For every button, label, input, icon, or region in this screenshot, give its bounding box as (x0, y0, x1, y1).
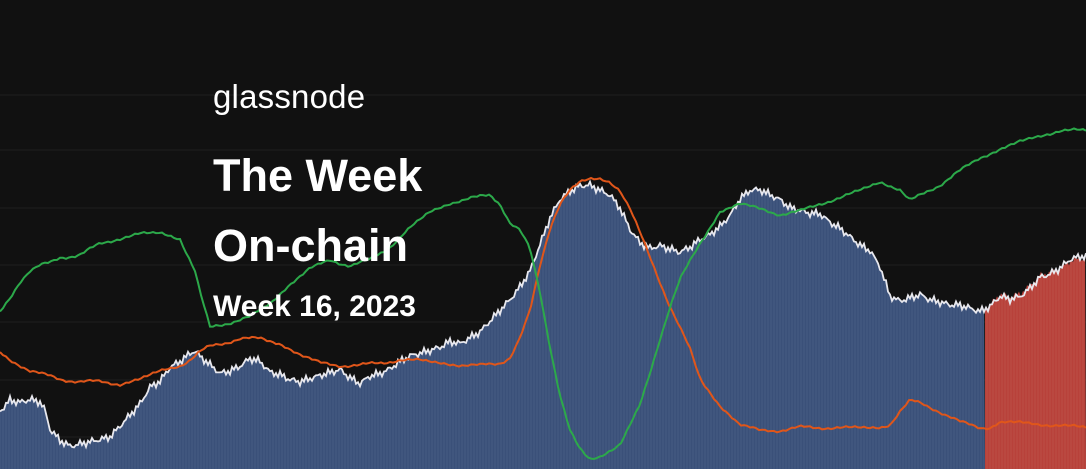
week-label: Week 16, 2023 (213, 290, 416, 323)
brand-logo-text: glassnode (213, 78, 366, 115)
price-area-highlight (985, 256, 1086, 469)
title-line-2: On-chain (213, 220, 409, 271)
title-line-1: The Week (213, 150, 423, 201)
price-line (0, 179, 1086, 450)
price-area (0, 181, 985, 469)
orange-series-line (0, 176, 1086, 434)
green-series-line (0, 127, 1086, 461)
